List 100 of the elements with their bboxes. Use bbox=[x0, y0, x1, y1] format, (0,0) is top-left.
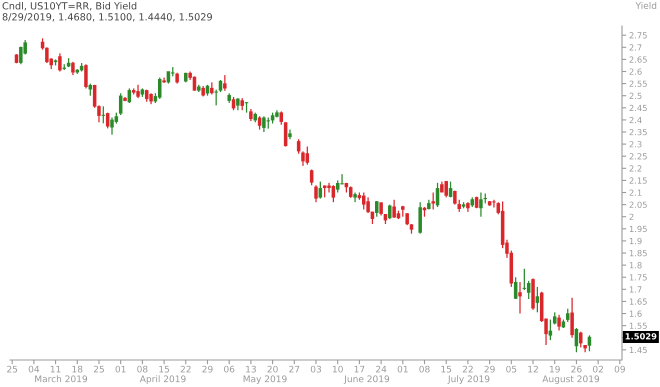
candlestick bbox=[149, 92, 153, 105]
x-tick-label: 04 bbox=[28, 366, 40, 373]
candlestick bbox=[192, 76, 196, 92]
y-tick-label: 1.75 bbox=[630, 274, 647, 281]
candlestick bbox=[470, 196, 474, 208]
text: April 2019 bbox=[140, 375, 186, 384]
candlestick bbox=[526, 280, 530, 300]
text: August 2019 bbox=[542, 375, 600, 384]
candlestick bbox=[422, 206, 426, 218]
text: May 2019 bbox=[244, 375, 287, 384]
candlestick bbox=[206, 84, 210, 96]
x-tick-label: 19 bbox=[550, 366, 560, 373]
candlestick bbox=[102, 106, 106, 124]
chart-subtitle: 8/29/2019, 1.4680, 1.5100, 1.4440, 1.5029 bbox=[2, 13, 212, 22]
candlestick bbox=[457, 199, 461, 213]
y-tick-label: 2.65 bbox=[630, 56, 647, 63]
y-tick-label: 2.2 bbox=[630, 165, 642, 172]
x-tick-label: 02 bbox=[592, 366, 603, 373]
x-tick-label: 09 bbox=[614, 366, 625, 373]
candlestick bbox=[431, 192, 435, 210]
candlestick bbox=[284, 122, 288, 148]
candlestick bbox=[166, 70, 170, 84]
candlestick bbox=[71, 61, 75, 76]
candlestick bbox=[84, 64, 88, 90]
y-tick-label: 1.9 bbox=[630, 238, 642, 244]
x-tick-label: 11 bbox=[50, 366, 60, 372]
candlestick bbox=[288, 128, 292, 140]
candlestick bbox=[427, 199, 431, 210]
chart-title: Cndl, US10YT=RR, Bid Yield bbox=[2, 2, 136, 11]
y-tick-label: 2.6 bbox=[630, 68, 642, 75]
text: March 2019 bbox=[35, 375, 88, 382]
candlestick bbox=[58, 52, 62, 72]
x-tick-label: 12 bbox=[528, 366, 538, 372]
candlestick bbox=[466, 202, 470, 213]
candlestick bbox=[236, 98, 240, 111]
candlestick bbox=[106, 112, 110, 130]
candlestick bbox=[566, 308, 570, 323]
text: July 2019 bbox=[447, 375, 490, 384]
y-tick-label: 1.45 bbox=[630, 346, 647, 354]
candlestick bbox=[227, 92, 231, 104]
candlestick bbox=[175, 72, 179, 84]
candlestick bbox=[557, 314, 561, 332]
candlestick bbox=[184, 72, 188, 84]
x-tick-label: 08 bbox=[419, 366, 430, 373]
x-tick-label: 22 bbox=[180, 366, 191, 372]
candlestick bbox=[410, 223, 414, 234]
x-tick-label: 26 bbox=[571, 366, 582, 373]
candlestick bbox=[88, 82, 92, 96]
candlestick bbox=[548, 318, 552, 341]
candlestick bbox=[258, 116, 262, 130]
x-tick-label: 13 bbox=[246, 366, 256, 373]
candlestick bbox=[240, 98, 244, 111]
candlestick bbox=[262, 116, 266, 133]
candlestick bbox=[118, 92, 122, 116]
candlestick bbox=[128, 88, 132, 104]
candlestick bbox=[223, 74, 227, 92]
y-tick-label: 2 bbox=[630, 214, 634, 220]
candlestick bbox=[314, 184, 318, 203]
candlestick bbox=[518, 281, 522, 314]
x-tick-label: 01 bbox=[116, 366, 126, 373]
candlestick bbox=[232, 96, 236, 111]
candlestick bbox=[379, 202, 383, 216]
candlestick bbox=[552, 312, 556, 326]
y-tick-label: 2.75 bbox=[630, 32, 647, 38]
candlestick bbox=[19, 46, 23, 65]
y-tick-label: 1.7 bbox=[630, 286, 642, 292]
candlestick bbox=[375, 200, 379, 218]
candlestick bbox=[353, 192, 357, 203]
candlestick bbox=[158, 76, 162, 100]
y-tick-label: 2.15 bbox=[630, 177, 647, 184]
candlestick bbox=[522, 268, 526, 291]
candlestick bbox=[579, 331, 583, 348]
y-tick-label: 2.35 bbox=[630, 128, 647, 136]
y-tick-label: 2.25 bbox=[630, 153, 647, 160]
candlestick bbox=[14, 53, 18, 64]
x-tick-label: 25 bbox=[7, 366, 18, 373]
candlestick bbox=[388, 204, 392, 220]
candlestick bbox=[201, 85, 205, 98]
x-tick-label: 01 bbox=[398, 366, 408, 373]
candlestick bbox=[136, 84, 140, 99]
x-tick-label: 24 bbox=[376, 366, 386, 372]
y-tick-label: 1.55 bbox=[630, 322, 647, 329]
candlestick bbox=[348, 186, 352, 198]
y-axis-title: Yield bbox=[635, 2, 656, 9]
y-tick-label: 1.95 bbox=[630, 226, 647, 232]
candlestick bbox=[280, 110, 284, 126]
candlestick bbox=[249, 108, 253, 122]
x-tick-label: 18 bbox=[72, 366, 82, 373]
x-tick-label: 22 bbox=[462, 366, 473, 372]
y-tick-label: 2.4 bbox=[630, 116, 642, 124]
candlestick bbox=[444, 180, 448, 198]
candlestick bbox=[448, 181, 452, 198]
y-tick-label: 2.45 bbox=[630, 104, 647, 112]
x-tick-label: 06 bbox=[224, 366, 234, 373]
y-tick-label: 1.65 bbox=[630, 298, 647, 305]
x-tick-label: 08 bbox=[137, 366, 148, 373]
y-tick-label: 1.6 bbox=[630, 310, 642, 317]
candlestick bbox=[436, 182, 440, 208]
y-tick-label: 2.3 bbox=[630, 141, 642, 148]
candlestick bbox=[310, 168, 314, 186]
